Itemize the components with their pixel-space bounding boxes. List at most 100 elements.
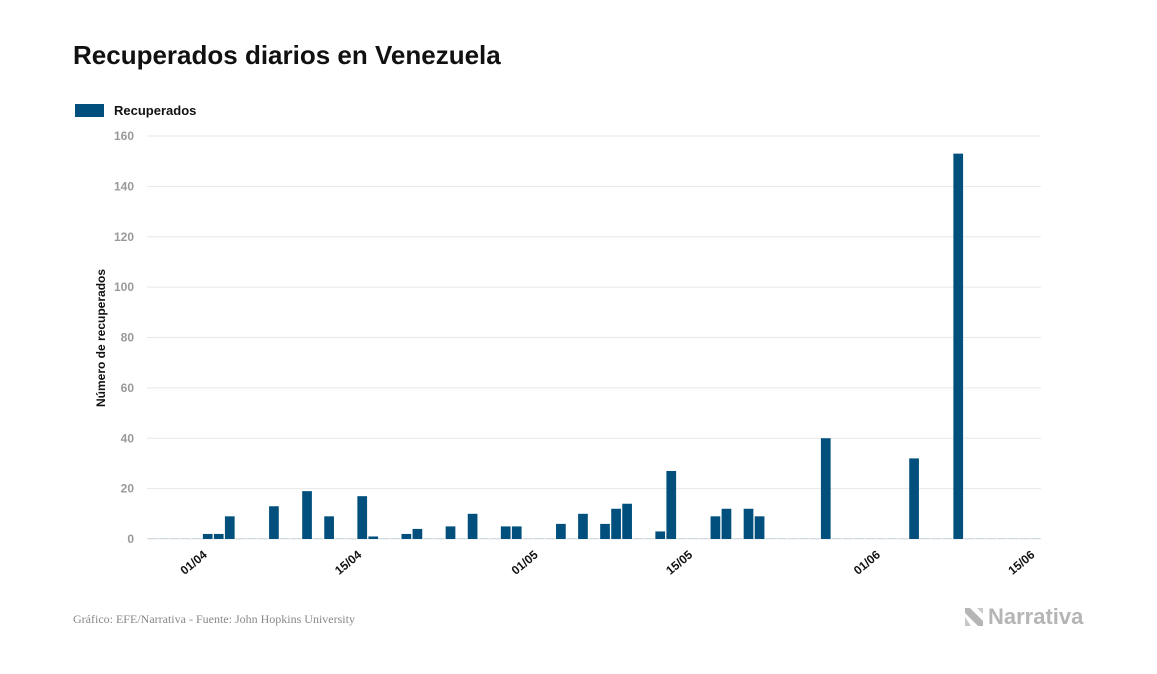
legend: Recuperados — [75, 103, 196, 118]
bar — [368, 536, 379, 539]
bar — [776, 538, 787, 539]
bar — [710, 516, 721, 539]
bar — [611, 508, 621, 539]
legend-label: Recuperados — [114, 103, 197, 118]
bar — [401, 533, 412, 539]
bar — [920, 538, 930, 539]
bar — [622, 503, 632, 539]
bar — [953, 153, 964, 539]
bar — [169, 538, 180, 539]
bar — [445, 526, 456, 539]
bar — [423, 538, 434, 539]
bar — [247, 538, 257, 539]
bar — [600, 523, 610, 539]
brand-name: Narrativa — [988, 604, 1084, 629]
bar — [754, 516, 765, 539]
bar — [335, 538, 345, 539]
bar — [732, 538, 743, 539]
bar — [964, 538, 975, 539]
y-tick-label: 60 — [121, 381, 135, 395]
bar — [489, 538, 500, 539]
bar — [1008, 538, 1019, 539]
legend-swatch — [75, 104, 104, 117]
bar — [787, 538, 798, 539]
bar — [931, 538, 941, 539]
bar — [633, 538, 643, 539]
y-axis-label: Número de recuperados — [94, 269, 108, 407]
bar — [556, 523, 566, 539]
bar — [456, 538, 467, 539]
bar — [467, 513, 478, 539]
y-tick-label: 80 — [121, 331, 135, 345]
bar — [743, 508, 754, 539]
y-tick-label: 140 — [114, 179, 134, 193]
bar — [302, 491, 312, 539]
bar — [677, 538, 688, 539]
bar — [666, 470, 677, 539]
x-tick-label: 01/04 — [178, 547, 210, 577]
bar — [997, 538, 1008, 539]
bar — [865, 538, 875, 539]
bar — [269, 506, 279, 539]
bar — [412, 528, 423, 539]
bar — [235, 538, 246, 539]
bar — [280, 538, 290, 539]
grid-lines — [147, 135, 1041, 540]
bar — [224, 516, 235, 539]
bar — [831, 538, 842, 539]
bar — [357, 496, 368, 539]
y-tick-label: 160 — [114, 129, 134, 143]
x-axis-ticks: 01/04 15/04 01/05 15/05 01/06 15/06 — [178, 547, 1038, 577]
bar — [909, 458, 919, 539]
bar — [147, 538, 158, 539]
bar — [291, 538, 301, 539]
x-tick-label: 01/06 — [851, 547, 883, 577]
bar — [644, 538, 655, 539]
bar — [1030, 538, 1041, 539]
bar — [545, 538, 555, 539]
bar — [567, 538, 577, 539]
x-tick-label: 15/05 — [663, 547, 695, 577]
bar — [942, 538, 953, 539]
chart-title: Recuperados diarios en Venezuela — [73, 40, 501, 70]
x-tick-label: 15/06 — [1005, 547, 1037, 577]
y-tick-label: 40 — [121, 431, 135, 445]
bar — [511, 526, 522, 539]
source-footer: Gráfico: EFE/Narrativa - Fuente: John Ho… — [73, 612, 355, 626]
bar — [765, 538, 776, 539]
bar — [721, 508, 732, 539]
y-tick-label: 20 — [121, 482, 135, 496]
bar — [887, 538, 897, 539]
bar — [589, 538, 599, 539]
bar — [533, 538, 544, 539]
bar — [202, 533, 213, 539]
narrativa-logo-icon — [965, 608, 983, 626]
bar — [500, 526, 511, 539]
bar — [191, 538, 202, 539]
bar — [854, 538, 864, 539]
bar — [346, 538, 357, 539]
brand-logo: Narrativa — [963, 604, 1083, 630]
x-tick-label: 01/05 — [509, 547, 541, 577]
bar — [820, 438, 831, 539]
y-axis-ticks: 0 20 40 60 80 100 120 140 160 — [114, 129, 134, 546]
bar — [324, 516, 334, 539]
y-tick-label: 120 — [114, 230, 134, 244]
bar — [975, 538, 986, 539]
x-tick-label: 15/04 — [332, 547, 364, 577]
y-tick-label: 0 — [127, 532, 134, 546]
bar — [898, 538, 908, 539]
bar — [578, 513, 588, 539]
bar — [258, 538, 268, 539]
bar — [522, 538, 533, 539]
bar — [798, 538, 809, 539]
bar — [180, 538, 191, 539]
y-tick-label: 100 — [114, 280, 134, 294]
bar — [478, 538, 489, 539]
bar — [876, 538, 886, 539]
bars — [147, 153, 1041, 539]
bar — [434, 538, 445, 539]
bar — [379, 538, 390, 539]
bar — [213, 533, 224, 539]
